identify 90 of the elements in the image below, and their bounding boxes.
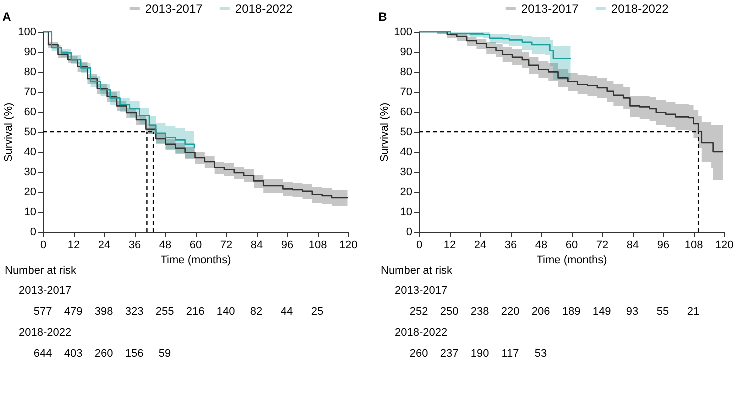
text: 250 [440,306,459,318]
text: 55 [656,306,670,318]
y-tick-label: 100 [18,26,36,38]
y-axis-title: Survival (%) [379,102,392,162]
text: 21 [687,306,700,318]
x-tick-label: 36 [504,240,518,252]
legend-label: 2018-2022 [235,2,294,16]
text: 44 [280,306,294,318]
y-tick-label: 70 [400,86,412,98]
y-tick-label: 100 [394,26,412,38]
text: 479 [64,306,83,318]
legend-label: 2018-2022 [611,2,670,16]
y-tick-label: 20 [24,186,36,198]
chart-title: B [378,10,388,24]
text: 190 [470,348,490,360]
text: 260 [94,348,114,360]
x-tick-label: 72 [220,240,233,252]
text: 577 [34,306,52,318]
text: 238 [470,306,490,318]
text: 25 [311,306,324,318]
x-tick-label: 96 [281,240,294,252]
y-tick-label: 10 [400,206,412,218]
x-tick-label: 96 [657,240,670,252]
x-tick-label: 12 [444,240,456,252]
text: 93 [626,306,639,318]
text: 189 [562,306,581,318]
text: 220 [501,306,520,318]
y-tick-label: 0 [406,226,412,238]
text: 260 [410,348,428,360]
text: 82 [250,306,263,318]
y-tick-label: 90 [400,46,412,58]
text: 403 [64,348,83,360]
text: 2018-2022 [19,327,72,339]
text: 140 [216,306,236,318]
legend-label: 2013-2017 [521,2,580,16]
text: 2013-2017 [395,285,448,297]
y-tick-label: 60 [24,106,36,118]
text: 149 [592,306,612,318]
y-tick-label: 60 [400,106,412,118]
text: 252 [410,306,428,318]
text: 2018-2022 [395,327,448,339]
y-tick-label: 40 [24,146,36,158]
y-tick-label: 70 [24,86,36,98]
text: 2013-2017 [19,285,72,297]
x-tick-label: 108 [684,240,704,252]
x-tick-label: 108 [308,240,328,252]
y-tick-label: 10 [24,206,36,218]
y-tick-label: 80 [400,66,412,78]
text: 53 [534,348,548,360]
text: 59 [158,348,172,360]
y-tick-label: 40 [400,146,412,158]
text: 216 [186,306,205,318]
x-tick-label: 36 [128,240,142,252]
y-tick-label: 20 [400,186,412,198]
text: 117 [502,348,520,360]
x-tick-label: 24 [474,240,487,252]
chart-title: A [2,10,12,24]
x-tick-label: 48 [535,240,548,252]
x-tick-label: 48 [159,240,172,252]
text: 255 [156,306,174,318]
text: 156 [125,348,144,360]
x-tick-label: 0 [416,240,423,252]
x-axis-title: Time (months) [536,254,608,266]
x-tick-label: 120 [339,240,358,252]
x-tick-label: 12 [68,240,80,252]
x-axis-title: Time (months) [160,254,232,266]
text: Number at risk [5,265,78,277]
text: Number at risk [381,265,454,277]
y-tick-label: 90 [24,46,36,58]
x-tick-label: 24 [98,240,111,252]
text: 644 [34,348,52,360]
y-tick-label: 80 [24,66,36,78]
text: 398 [94,306,114,318]
y-axis-title: Survival (%) [3,102,16,162]
x-tick-label: 84 [626,240,640,252]
text: 323 [125,306,144,318]
y-tick-label: 50 [24,126,36,138]
x-tick-label: 60 [566,240,578,252]
y-tick-label: 30 [400,166,412,178]
text: 237 [440,348,459,360]
legend-label: 2013-2017 [145,2,204,16]
y-tick-label: 30 [24,166,36,178]
x-tick-label: 0 [40,240,47,252]
text: 206 [532,306,550,318]
x-tick-label: 72 [596,240,609,252]
x-tick-label: 84 [250,240,264,252]
y-tick-label: 0 [30,226,36,238]
x-tick-label: 120 [715,240,734,252]
y-tick-label: 50 [400,126,412,138]
x-tick-label: 60 [190,240,202,252]
